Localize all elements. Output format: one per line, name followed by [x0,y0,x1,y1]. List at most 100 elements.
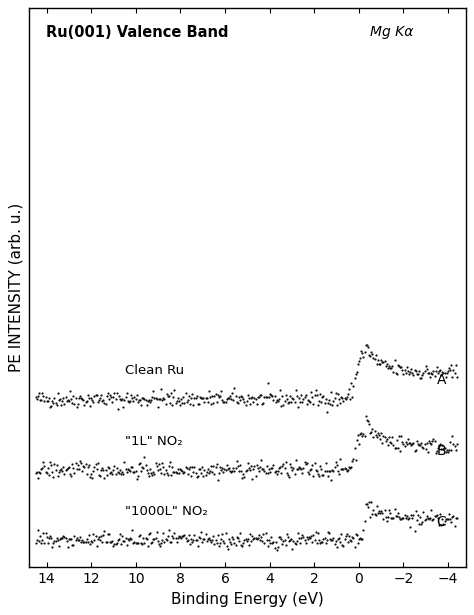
Point [246,466,254,475]
Point [419,443,427,453]
Point [375,359,383,368]
Point [136,530,144,539]
Point [428,369,436,379]
Point [450,511,457,521]
Point [79,394,86,404]
Point [258,464,266,474]
Point [271,391,278,401]
Point [372,350,379,360]
Point [79,466,86,475]
Point [44,462,52,472]
Point [321,466,328,476]
Point [396,514,404,524]
Point [401,510,408,520]
Point [165,525,173,535]
Point [246,399,254,409]
Point [66,469,74,479]
Point [264,468,272,478]
Point [345,462,353,472]
Point [86,472,94,482]
Point [95,532,103,542]
Point [422,444,429,454]
Point [271,467,278,477]
Point [314,528,322,538]
Point [382,362,390,371]
Point [328,535,335,545]
Point [377,428,385,438]
Point [423,364,430,374]
Point [257,533,265,542]
Point [275,394,283,403]
Point [431,437,438,446]
Point [33,467,40,477]
Point [193,535,201,545]
Point [236,395,244,405]
Point [72,536,79,546]
Point [109,469,116,479]
Point [81,400,88,410]
Point [134,538,142,548]
Point [443,514,451,524]
Point [251,462,258,472]
Point [313,466,320,476]
Point [124,464,132,474]
Point [382,436,390,446]
Point [90,530,97,539]
Point [192,534,200,544]
Point [68,399,76,408]
Point [205,533,213,543]
Point [96,535,104,545]
Point [405,438,413,448]
Point [235,392,243,402]
Point [399,365,406,375]
Point [295,393,303,403]
Point [221,538,228,547]
Point [245,463,253,473]
Point [75,464,82,474]
Point [404,514,411,524]
Point [148,537,156,547]
Point [272,466,279,475]
Point [107,467,115,477]
Point [394,443,401,453]
Point [182,387,190,397]
Point [233,532,240,542]
Point [318,464,325,474]
Point [57,533,65,543]
Point [155,539,163,549]
Point [75,535,82,545]
Point [323,407,330,417]
Point [347,462,355,472]
Point [64,542,72,552]
Point [407,440,415,450]
Point [129,396,137,406]
Point [107,537,115,547]
Point [133,538,140,547]
Point [144,395,152,405]
Point [116,394,124,403]
Point [155,459,163,469]
Point [316,461,324,471]
Point [194,541,201,550]
Point [167,388,175,398]
Point [87,392,95,402]
Point [310,530,317,540]
Point [186,462,194,472]
Point [379,438,386,448]
Point [299,530,306,539]
Point [60,394,67,403]
Point [109,392,117,402]
Point [287,534,295,544]
Point [145,471,153,481]
Point [195,464,203,474]
Point [328,400,336,410]
Point [389,361,396,371]
Point [221,397,228,407]
Point [263,461,271,471]
Point [100,473,108,483]
Point [85,392,93,402]
Point [384,440,392,450]
Point [360,525,367,535]
Point [38,387,46,397]
Point [70,391,77,400]
